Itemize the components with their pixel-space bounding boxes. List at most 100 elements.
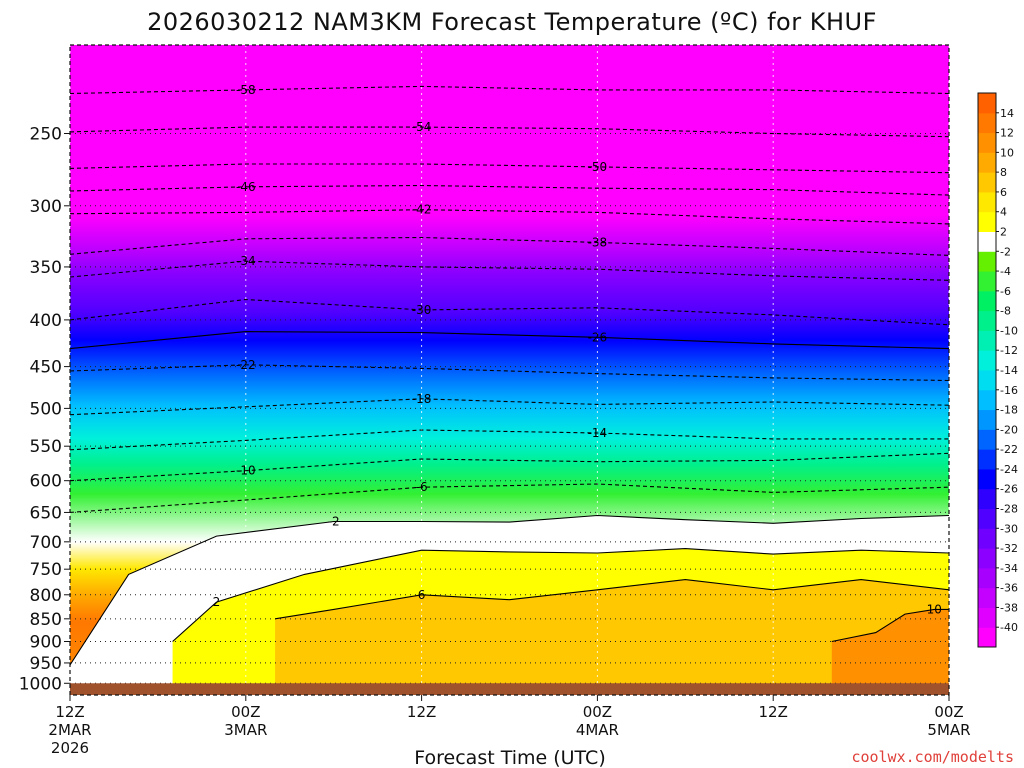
colorbar-tick-label: 12 [1000,127,1014,140]
colorbar-swatch [978,627,996,648]
colorbar-tick-label: -28 [1000,503,1018,516]
colorbar-tick-label: -10 [1000,324,1018,337]
colorbar-tick-label: 14 [1000,107,1014,120]
credit-text: coolwx.com/modelts [851,748,1014,766]
isotherm-label: -38 [588,235,608,249]
colorbar-swatch [978,449,996,470]
isotherm-label: 6 [418,588,426,602]
isotherm-label: 2 [213,595,221,609]
ground-surface [70,683,949,695]
isotherm-line [70,236,949,256]
isotherm-line [275,579,949,620]
colorbar-tick-label: -32 [1000,542,1018,555]
isotherm-label: -34 [236,254,256,268]
y-tick-label: 900 [30,632,62,652]
warm-band-10 [831,609,949,695]
isotherm-label: -2 [328,515,340,529]
isotherm-label: -10 [236,464,256,478]
x-tick-label: 00Z [231,703,260,721]
isotherm-label: -22 [236,358,256,372]
chart-title: 2026030212 NAM3KM Forecast Temperature (… [147,8,877,36]
isotherm-label: -14 [588,426,608,440]
plot-border [69,44,950,696]
colorbar-tick-label: -20 [1000,423,1018,436]
colorbar-tick-label: -2 [1000,245,1011,258]
colorbar-swatch [978,528,996,549]
y-tick-label: 300 [30,197,62,217]
isotherm-label: -50 [588,160,608,174]
colorbar-tick-label: -18 [1000,404,1018,417]
colorbar-swatch [978,409,996,430]
x-tick-label: 12Z [759,703,788,721]
colorbar-swatch [978,310,996,331]
colorbar-tick-label: -26 [1000,483,1018,496]
isotherm-label: -54 [412,120,432,134]
y-tick-label: 950 [30,654,62,674]
colorbar-swatch [978,191,996,213]
colorbar-tick-label: -24 [1000,463,1018,476]
y-tick-label: 550 [30,437,62,457]
warm-band-6 [275,579,949,695]
y-axis: 2503003504004505005506006507007508008509… [19,124,70,694]
colorbar-tick-label: 6 [1000,186,1007,199]
x-tick-label: 5MAR [927,721,970,739]
colorbar-swatch [978,350,996,371]
colorbar-tick-label: -6 [1000,285,1011,298]
colorbar-tick-label: 8 [1000,166,1007,179]
isotherm-label: -42 [412,203,432,217]
isotherm-label: -30 [412,303,432,317]
colorbar-tick-label: -34 [1000,562,1018,575]
y-tick-label: 600 [30,472,62,492]
isotherm-line [70,331,949,350]
x-tick-label: 4MAR [576,721,619,739]
colorbar-tick-label: -14 [1000,364,1018,377]
isotherm-line [70,298,949,326]
colorbar: -40-38-36-34-32-30-28-26-24-22-20-18-16-… [977,92,1018,648]
colorbar-swatch [978,211,996,232]
y-tick-label: 350 [30,258,62,278]
y-tick-label: 250 [30,124,62,144]
x-tick-label: 00Z [934,703,963,721]
colorbar-swatch [978,370,996,391]
colorbar-tick-label: -30 [1000,522,1018,535]
isotherm-label: -18 [412,392,432,406]
x-tick-label: 2MAR [48,721,91,739]
x-axis-label: Forecast Time (UTC) [414,747,605,768]
colorbar-swatch [978,271,996,292]
colorbar-swatch [978,231,996,252]
colorbar-swatch [978,152,996,173]
colorbar-swatch [978,251,996,272]
x-tick-label: 12Z [407,703,436,721]
isotherm-label: -46 [236,180,256,194]
colorbar-swatch [978,607,996,628]
colorbar-swatch [978,429,996,450]
isotherm-line [70,260,949,281]
colorbar-swatch [978,488,996,509]
isotherm-line [831,608,949,643]
colorbar-swatch [978,468,996,490]
colorbar-tick-label: -40 [1000,621,1018,634]
colorbar-swatch [978,172,996,193]
colorbar-swatch [978,389,996,411]
isotherm-line [172,548,949,642]
colorbar-swatch [978,587,996,608]
isotherm-label: -6 [416,480,428,494]
x-tick-label: 2026 [51,739,89,757]
y-tick-label: 500 [30,399,62,419]
colorbar-swatch [978,93,996,114]
colorbar-swatch [978,567,996,589]
colorbar-tick-label: -16 [1000,384,1018,397]
colorbar-tick-label: 4 [1000,206,1007,219]
y-tick-label: 1000 [19,674,62,694]
y-tick-label: 450 [30,358,62,378]
x-tick-label: 3MAR [224,721,267,739]
colorbar-tick-label: 2 [1000,226,1007,239]
colorbar-tick-label: -12 [1000,344,1018,357]
colorbar-tick-label: -8 [1000,305,1011,318]
y-tick-label: 400 [30,311,62,331]
colorbar-swatch [978,290,996,312]
y-tick-label: 700 [30,533,62,553]
y-tick-label: 650 [30,503,62,523]
